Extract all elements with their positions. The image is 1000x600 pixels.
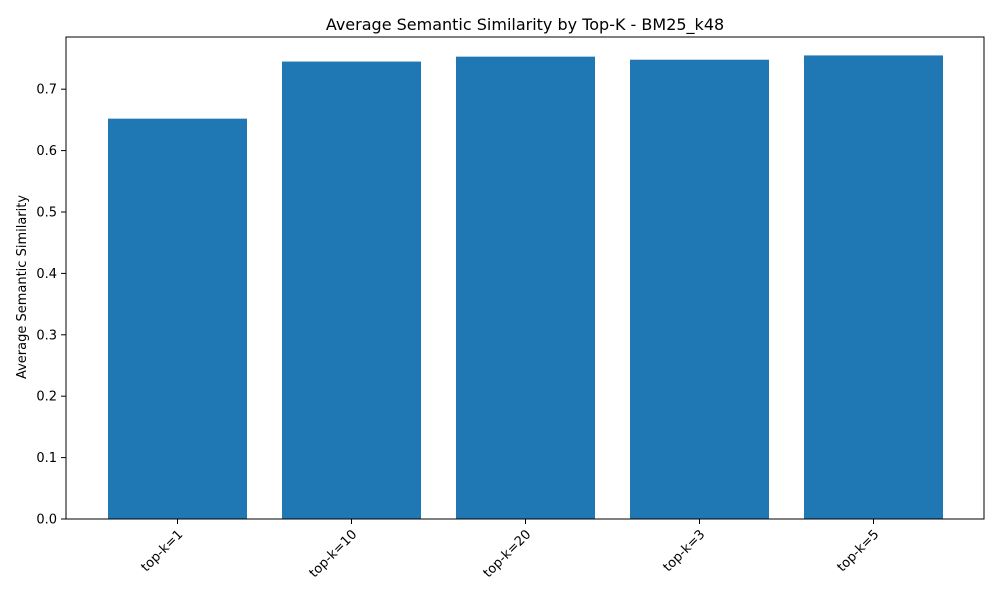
y-tick-label: 0.4 bbox=[36, 267, 57, 282]
plot-frame bbox=[65, 36, 985, 520]
bar-top-k=20 bbox=[456, 56, 595, 519]
y-tick-label: 0.5 bbox=[36, 205, 57, 220]
y-tick-label: 0.3 bbox=[36, 328, 57, 343]
bar-top-k=1 bbox=[108, 118, 247, 519]
x-tick-label: top-k=1 bbox=[138, 527, 186, 575]
x-tick-label: top-k=5 bbox=[834, 527, 882, 575]
y-axis-label: Average Semantic Similarity bbox=[15, 195, 30, 379]
y-tick-label: 0.7 bbox=[36, 83, 57, 98]
y-tick-label: 0.6 bbox=[36, 144, 57, 159]
y-tick-label: 0.1 bbox=[36, 451, 57, 466]
bar-top-k=5 bbox=[804, 55, 943, 520]
bars-group bbox=[108, 55, 943, 520]
x-tick-label: top-k=3 bbox=[660, 527, 708, 575]
chart-title: Average Semantic Similarity by Top-K - B… bbox=[326, 15, 724, 35]
y-tick-label: 0.2 bbox=[36, 390, 57, 405]
x-ticks-group: top-k=1 top-k=10 top-k=20 top-k=3 top-k=5 bbox=[138, 519, 882, 581]
x-tick-label: top-k=10 bbox=[307, 527, 361, 581]
bar-top-k=10 bbox=[282, 61, 421, 519]
y-ticks-group: 0.0 0.1 0.2 0.3 0.4 0.5 0.6 0.7 bbox=[36, 83, 66, 528]
bar-top-k=3 bbox=[630, 59, 769, 519]
y-tick-label: 0.0 bbox=[36, 513, 57, 528]
x-tick-label: top-k=20 bbox=[481, 527, 535, 581]
